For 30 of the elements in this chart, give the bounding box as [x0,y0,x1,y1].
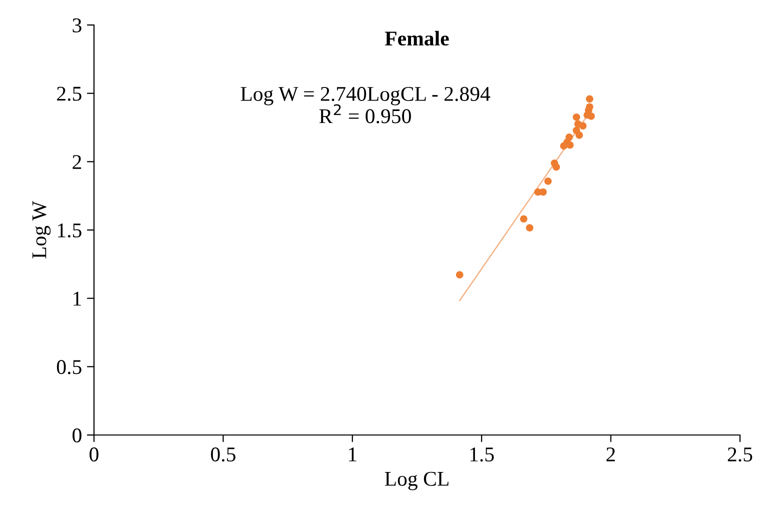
point [544,178,552,185]
x-tick-label: 0.5 [210,447,236,462]
point [579,122,587,130]
y-axis-title: Log W [32,201,51,258]
point [526,224,534,232]
x-tick-label: 2.5 [728,447,752,462]
point [456,271,464,278]
y-tick-label: 0.5 [56,360,82,374]
x-tick-label: 1.5 [470,448,494,462]
y-tick-label: 3 [72,18,82,32]
x-tick-label: 1 [349,448,356,462]
point [552,163,560,171]
point [576,131,583,139]
y-tick-label: 0 [72,428,82,442]
y-tick-label: 2 [72,155,82,169]
point [566,141,574,149]
point [572,113,580,121]
y-tick-label: 1 [74,292,81,306]
point [566,134,573,141]
x-axis-title: Log CL [384,472,448,490]
chart-title: Female [384,30,449,46]
annotation: Log W = 2.740LogCL - 2.894 R$^{2}$ = 0.950 [240,86,490,124]
point [587,112,595,120]
point [586,95,594,103]
x-tick-label: 2 [606,447,615,462]
y-tick-label: 1.5 [58,223,82,238]
point [520,215,528,223]
point [584,106,592,114]
x-tick-label: 0 [90,447,98,462]
y-tick-label: 2.5 [57,86,82,101]
